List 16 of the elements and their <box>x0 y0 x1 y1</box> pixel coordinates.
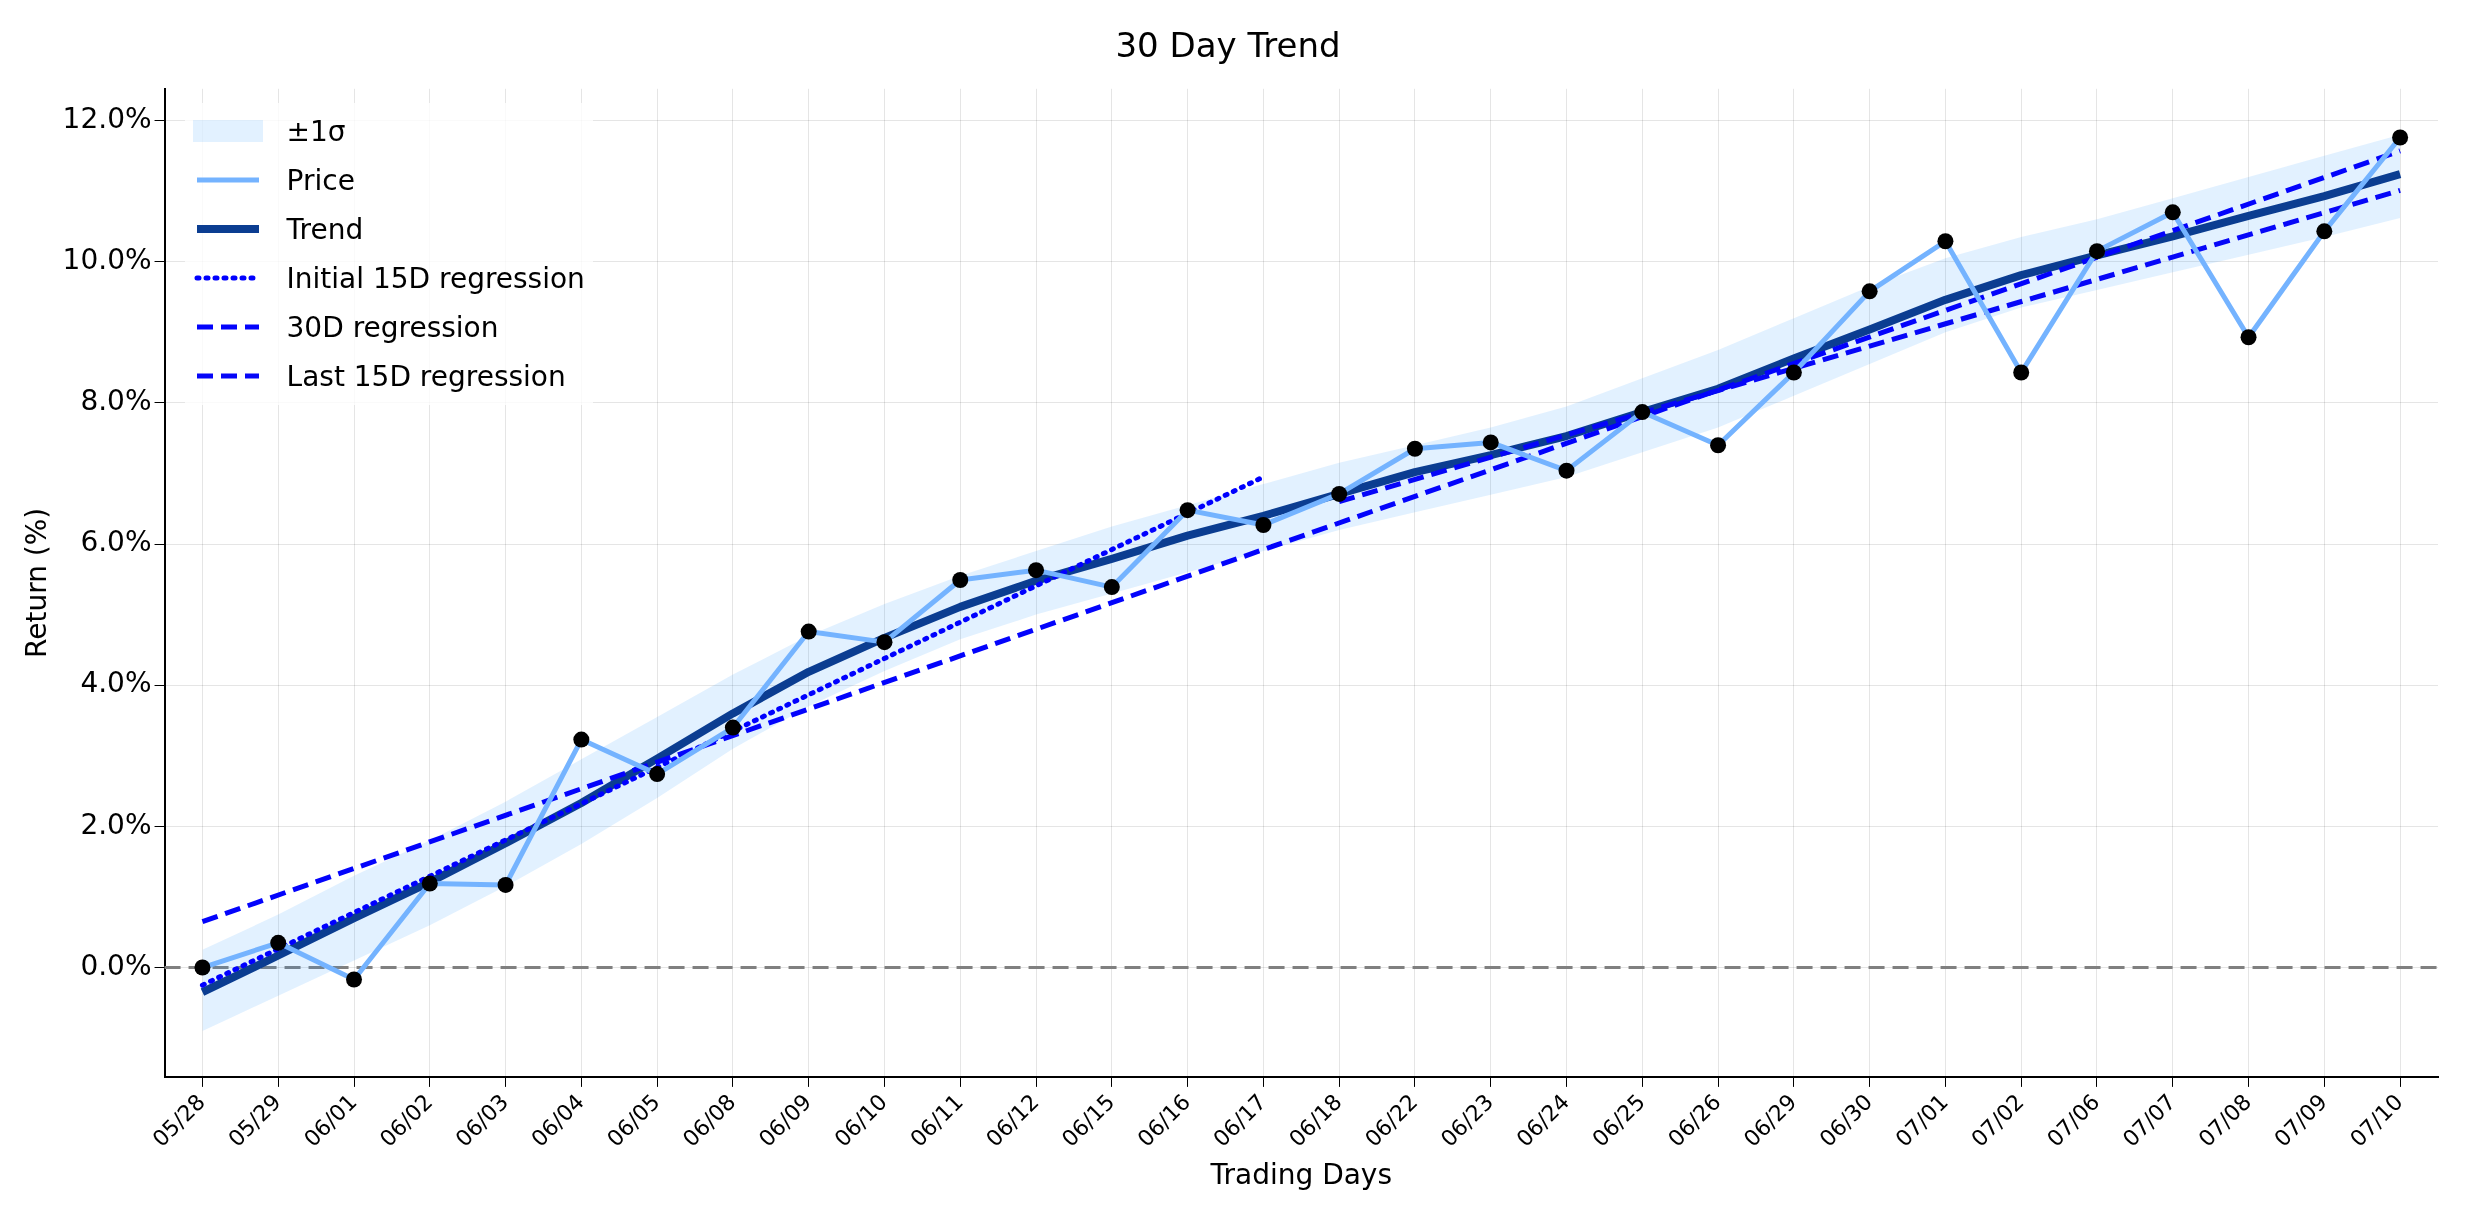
y-tick-label: 2.0% <box>80 807 152 841</box>
y-tick-label: 6.0% <box>80 525 152 559</box>
y-tick-label: 4.0% <box>80 666 152 700</box>
y-tick-label: 0.0% <box>80 948 152 982</box>
legend-label: Trend <box>286 212 364 246</box>
legend-label: Last 15D regression <box>286 359 566 393</box>
annotation: ±1σ <box>286 114 346 148</box>
legend-label: 30D regression <box>286 310 499 344</box>
legend-label: Initial 15D regression <box>286 261 585 295</box>
y-axis-title: Return (%) <box>20 507 54 658</box>
y-tick-label: 12.0% <box>62 101 152 135</box>
x-axis-title: Trading Days <box>1209 1158 1393 1192</box>
y-tick-label: 10.0% <box>62 243 152 276</box>
y-tick-label: 8.0% <box>80 384 152 418</box>
chart-title: 30 Day Trend <box>1115 25 1341 66</box>
legend-label: Price <box>286 163 355 197</box>
